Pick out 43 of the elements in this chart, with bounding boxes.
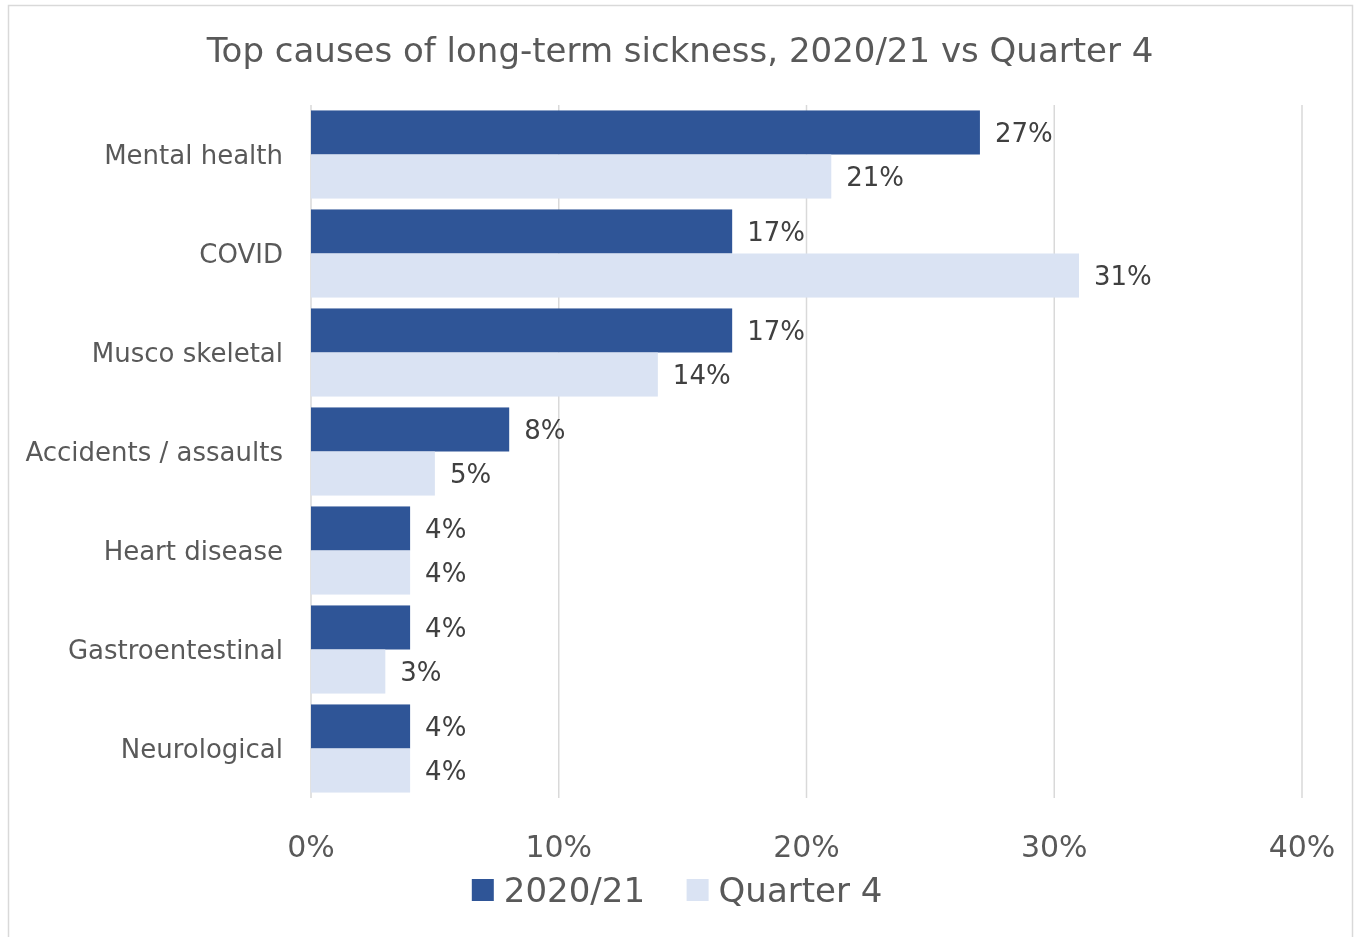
bar (311, 704, 411, 749)
y-tick-label: Heart disease (103, 535, 283, 566)
bar (311, 506, 411, 551)
y-tick-label: Mental health (104, 139, 283, 170)
x-tick-label: 40% (1268, 829, 1336, 864)
data-label: 4% (425, 711, 467, 742)
bar (311, 352, 658, 397)
legend-label: Quarter 4 (718, 870, 883, 911)
bar (311, 649, 386, 694)
bar (311, 308, 733, 353)
bar (311, 605, 411, 650)
y-tick-label: Musco skeletal (91, 337, 283, 368)
data-label: 17% (747, 216, 805, 247)
bar (311, 748, 411, 793)
data-label: 5% (449, 458, 492, 489)
bar (311, 209, 733, 254)
bar (311, 253, 1080, 298)
data-label: 17% (747, 315, 805, 346)
y-tick-label: Neurological (120, 733, 283, 764)
data-label: 4% (425, 612, 467, 643)
data-label: 27% (994, 117, 1053, 148)
x-tick-label: 0% (287, 829, 335, 864)
bar (311, 550, 411, 595)
data-label: 3% (400, 656, 442, 687)
legend-label: 2020/21 (503, 870, 646, 911)
y-tick-label: Accidents / assaults (25, 436, 283, 467)
data-label: 4% (425, 513, 467, 544)
y-tick-label: COVID (199, 238, 283, 269)
data-label: 4% (425, 755, 467, 786)
chart-title: Top causes of long-term sickness, 2020/21 vs Quarter 4 (205, 30, 1154, 70)
y-tick-label: Gastroentestinal (67, 634, 283, 665)
bar (311, 407, 510, 452)
data-label: 14% (672, 359, 731, 390)
data-label: 4% (425, 557, 467, 588)
x-tick-label: 10% (525, 829, 593, 864)
data-label: 21% (846, 161, 905, 192)
bar (311, 110, 980, 155)
data-label: 31% (1094, 260, 1152, 291)
bar (311, 154, 832, 199)
bar (311, 451, 435, 496)
data-label: 8% (524, 414, 566, 445)
x-tick-label: 30% (1020, 829, 1088, 864)
x-tick-label: 20% (773, 829, 840, 864)
